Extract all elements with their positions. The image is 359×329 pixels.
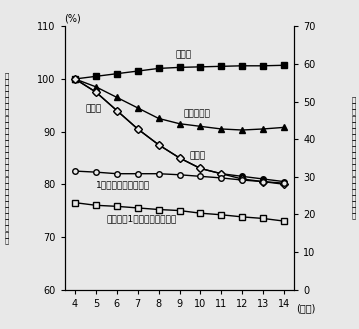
Text: (年度): (年度) bbox=[297, 303, 316, 313]
Text: 学校数: 学校数 bbox=[175, 50, 191, 59]
Text: 学
校
数
・
学
級
数
・
児
童
数
・
本
務
教
員
数
（
平
成
４
年
度
＝
１
０
０
）: 学 校 数 ・ 学 級 数 ・ 児 童 数 ・ 本 務 教 員 数 （ 平 成 … bbox=[5, 72, 9, 244]
Text: 本務教員1人当たりの児童数: 本務教員1人当たりの児童数 bbox=[106, 215, 177, 224]
Text: １
学
級
及
び
本
務
教
員
１
人
当
た
り
児
童
数
（
人
）: １ 学 級 及 び 本 務 教 員 １ 人 当 た り 児 童 数 （ 人 ） bbox=[351, 97, 356, 219]
Text: 学級数: 学級数 bbox=[190, 152, 206, 161]
Text: 児童数: 児童数 bbox=[85, 104, 102, 113]
Text: (%): (%) bbox=[65, 14, 81, 24]
Text: 本務教員数: 本務教員数 bbox=[184, 110, 210, 118]
Text: 1学級当たりの児童数: 1学級当たりの児童数 bbox=[96, 181, 150, 190]
